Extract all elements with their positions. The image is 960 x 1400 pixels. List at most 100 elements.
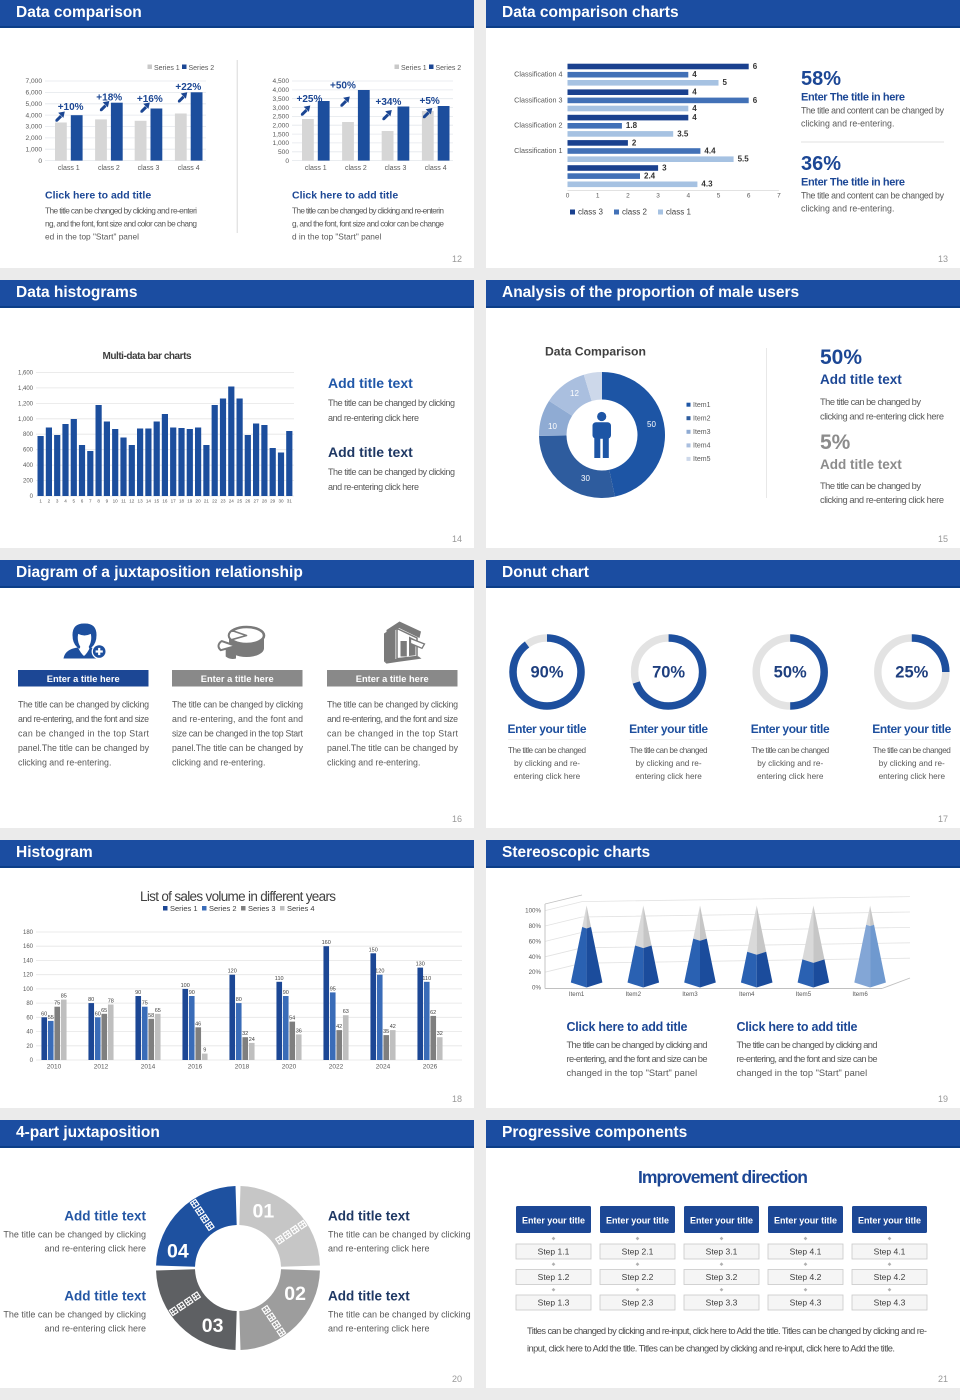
svg-text:size can be changed in the top: size can be changed in the top Start [172, 729, 304, 739]
svg-text:clicking and re-entering click: clicking and re-entering click here [820, 495, 944, 505]
svg-text:46: 46 [195, 1021, 201, 1027]
svg-text:60: 60 [26, 1015, 33, 1021]
svg-text:and re-entering click here: and re-entering click here [44, 1244, 146, 1254]
svg-text:Item5: Item5 [796, 991, 812, 998]
svg-text:The title can be changed: The title can be changed [630, 746, 708, 755]
svg-text:and re-entering, and the font: and re-entering, and the font and size [18, 714, 149, 724]
svg-text:Add title text: Add title text [64, 1209, 146, 1224]
svg-text:20%: 20% [529, 969, 542, 976]
svg-text:3,000: 3,000 [25, 124, 42, 131]
svg-text:100%: 100% [525, 908, 541, 915]
svg-text:Click here to add title: Click here to add title [45, 190, 151, 202]
svg-text:Titles can be changed by click: Titles can be changed by clicking and re… [527, 1326, 927, 1336]
svg-text:The title can be changed by cl: The title can be changed by clicking [3, 1310, 146, 1320]
svg-text:2012: 2012 [94, 1064, 109, 1071]
svg-text:60: 60 [41, 1011, 47, 1017]
svg-text:4: 4 [692, 88, 697, 97]
svg-text:changed in the top "Start" pan: changed in the top "Start" panel [737, 1068, 868, 1078]
svg-text:5: 5 [73, 499, 76, 504]
svg-text:The title can be changed by cl: The title can be changed by clicking [328, 1310, 471, 1320]
svg-text:Enter your title: Enter your title [858, 1216, 921, 1226]
svg-text:List of sales volume in differ: List of sales volume in different years [140, 889, 336, 904]
svg-text:Series 2: Series 2 [189, 65, 215, 72]
svg-text:28: 28 [262, 499, 268, 504]
svg-text:6: 6 [753, 96, 758, 105]
svg-text:36%: 36% [801, 153, 841, 175]
svg-text:0: 0 [30, 494, 34, 500]
svg-text:Step 4.1: Step 4.1 [874, 1247, 906, 1257]
svg-text:3: 3 [662, 163, 667, 172]
svg-text:1.8: 1.8 [626, 121, 638, 130]
svg-text:1,400: 1,400 [18, 386, 34, 392]
svg-text:6: 6 [81, 499, 84, 504]
svg-text:entering click here: entering click here [635, 772, 702, 781]
svg-text:and re-entering, and the font: and re-entering, and the font and [172, 714, 303, 724]
svg-text:160: 160 [23, 944, 34, 950]
svg-text:3,500: 3,500 [272, 96, 289, 103]
svg-text:65: 65 [155, 1008, 161, 1014]
svg-text:130: 130 [416, 962, 425, 968]
svg-text:+10%: +10% [58, 102, 84, 113]
svg-text:+22%: +22% [175, 82, 201, 93]
svg-text:d in the top "Start" panel: d in the top "Start" panel [292, 232, 382, 242]
svg-text:110: 110 [422, 976, 431, 982]
svg-text:re-entering, and the font and: re-entering, and the font and size can b… [737, 1054, 878, 1064]
svg-text:and re-entering click here: and re-entering click here [328, 413, 419, 423]
svg-text:Enter your title: Enter your title [690, 1216, 753, 1226]
svg-text:The title can be changed by cl: The title can be changed by clicking and… [292, 206, 444, 216]
svg-text:Improvement direction: Improvement direction [638, 1167, 808, 1187]
svg-text:Series 2: Series 2 [209, 904, 237, 913]
svg-text:entering click here: entering click here [514, 772, 581, 781]
svg-text:1,200: 1,200 [18, 401, 34, 407]
svg-text:1,000: 1,000 [18, 417, 34, 423]
svg-text:class 1: class 1 [666, 208, 691, 217]
svg-text:26: 26 [245, 499, 251, 504]
svg-text:3,000: 3,000 [272, 105, 289, 112]
svg-text:3.5: 3.5 [677, 129, 689, 138]
svg-text:Step 2.2: Step 2.2 [622, 1272, 654, 1282]
svg-text:9: 9 [203, 1048, 206, 1054]
svg-text:The title and content can be c: The title and content can be changed by [801, 191, 945, 201]
svg-text:1,500: 1,500 [272, 131, 289, 138]
svg-text:4.3: 4.3 [701, 180, 713, 189]
svg-text:class 4: class 4 [178, 165, 200, 172]
svg-text:17: 17 [171, 499, 177, 504]
svg-text:class 2: class 2 [98, 165, 120, 172]
svg-text:55: 55 [48, 1015, 54, 1021]
svg-text:The title can be changed by cl: The title can be changed by clicking and [737, 1040, 878, 1050]
svg-text:13: 13 [138, 499, 144, 504]
svg-text:20: 20 [26, 1044, 33, 1050]
svg-text:5%: 5% [820, 431, 851, 454]
svg-text:4,000: 4,000 [25, 112, 42, 119]
svg-text:Series 4: Series 4 [287, 904, 315, 913]
svg-text:2: 2 [48, 499, 51, 504]
svg-text:58%: 58% [801, 68, 841, 90]
svg-text:20: 20 [196, 499, 202, 504]
svg-text:04: 04 [167, 1241, 189, 1263]
svg-text:12: 12 [129, 499, 135, 504]
svg-text:42: 42 [390, 1024, 396, 1030]
svg-text:2026: 2026 [423, 1064, 438, 1071]
svg-text:Step 2.3: Step 2.3 [622, 1298, 654, 1308]
svg-text:1,600: 1,600 [18, 371, 34, 377]
svg-text:The title can be changed by cl: The title can be changed by clicking and… [45, 206, 197, 216]
svg-text:0: 0 [30, 1058, 34, 1064]
svg-text:Step 4.3: Step 4.3 [874, 1298, 906, 1308]
svg-text:2,000: 2,000 [272, 122, 289, 129]
svg-text:The title can be changed: The title can be changed [751, 746, 829, 755]
svg-text:58: 58 [148, 1013, 154, 1019]
svg-text:panel.The title can be changed: panel.The title can be changed by [172, 743, 304, 753]
svg-text:entering click here: entering click here [879, 772, 946, 781]
svg-text:2.4: 2.4 [644, 172, 656, 181]
svg-text:54: 54 [289, 1016, 295, 1022]
svg-text:changed in the top "Start" pan: changed in the top "Start" panel [567, 1068, 698, 1078]
svg-text:4: 4 [692, 70, 697, 79]
svg-text:65: 65 [101, 1008, 107, 1014]
svg-text:1: 1 [596, 193, 600, 200]
svg-text:+50%: +50% [330, 81, 356, 92]
svg-text:Item4: Item4 [739, 991, 755, 998]
svg-text:2020: 2020 [282, 1064, 297, 1071]
svg-text:1,000: 1,000 [25, 146, 42, 153]
svg-text:Enter your title: Enter your title [872, 722, 951, 736]
svg-text:36: 36 [296, 1028, 302, 1034]
